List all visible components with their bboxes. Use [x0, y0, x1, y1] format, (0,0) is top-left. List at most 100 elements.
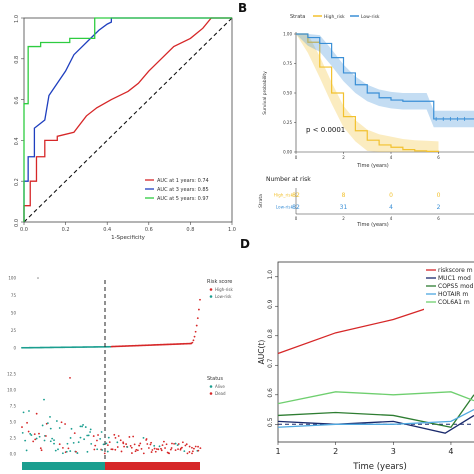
y-tick-label: 2.5: [10, 436, 17, 441]
roc-line-2: [23, 17, 232, 222]
y-tick-label: 0.75: [283, 61, 292, 66]
status-point: [51, 437, 54, 440]
status-point: [122, 442, 125, 445]
status-point: [188, 445, 191, 448]
status-point: [188, 451, 191, 453]
status-point: [181, 441, 184, 444]
confidence-band-2: [296, 34, 474, 128]
risk-table-cell: 82: [292, 192, 300, 199]
status-point: [129, 445, 132, 447]
y-tick-label: 5.0: [10, 420, 17, 425]
status-point: [22, 411, 25, 414]
panel-b-km: B Strata High_risk Low-risk Survival probabi…: [238, 1, 474, 228]
y-tick-label: 0.9: [267, 299, 274, 309]
status-point: [101, 449, 104, 451]
status-point: [66, 442, 69, 445]
status-point: [191, 450, 194, 453]
legend-swatch: [209, 295, 213, 298]
x-tick-label: 0.4: [103, 227, 111, 233]
status-point: [173, 443, 175, 445]
status-point: [161, 444, 164, 447]
y-tick-label: 50: [11, 311, 17, 316]
x-axis-label: Time (years): [356, 163, 389, 169]
y-tick-label: 25: [11, 328, 17, 333]
status-point: [149, 443, 152, 446]
status-point: [49, 416, 51, 418]
status-point: [38, 435, 41, 438]
status-point: [79, 436, 82, 439]
status-point: [151, 449, 154, 451]
x-tick-label: 0.0: [20, 227, 28, 233]
status-point: [170, 447, 173, 449]
legend-swatch: [209, 288, 213, 291]
y-tick-label: 0.7: [267, 358, 274, 368]
status-point: [83, 438, 86, 441]
status-point: [169, 448, 172, 451]
legend-title: Strata: [290, 14, 305, 20]
status-point: [21, 426, 23, 428]
status-point: [89, 428, 92, 431]
status-point: [185, 443, 188, 446]
status-point: [150, 441, 153, 444]
status-point: [119, 439, 122, 442]
y-tick-label: 0.50: [283, 91, 292, 96]
status-point: [45, 435, 47, 437]
status-point: [57, 448, 59, 451]
status-point: [158, 445, 161, 448]
status-point: [136, 449, 139, 452]
y-tick-label: 0.5: [267, 417, 274, 427]
status-point: [58, 427, 61, 429]
status-point: [54, 449, 57, 452]
status-point: [77, 441, 80, 444]
auc-line-4: [277, 408, 474, 428]
status-point: [65, 450, 68, 453]
legend-box: [142, 174, 230, 208]
legend-label: AUC at 3 years: 0.85: [157, 187, 209, 193]
status-point: [61, 452, 64, 455]
roc-line-3: [23, 17, 232, 222]
status-point: [75, 450, 77, 453]
status-point: [171, 442, 173, 445]
status-point: [60, 421, 63, 424]
status-point: [130, 446, 133, 449]
status-point: [35, 437, 38, 440]
status-point: [197, 445, 199, 448]
status-point: [150, 451, 153, 453]
low-risk-bar: [22, 462, 105, 470]
status-point: [96, 439, 98, 442]
status-point: [184, 444, 187, 447]
status-point: [69, 437, 72, 439]
panel-label: B: [238, 1, 247, 15]
status-point: [38, 432, 40, 435]
status-point: [154, 450, 157, 453]
status-point: [29, 432, 32, 435]
status-point: [146, 443, 149, 445]
status-point: [114, 448, 117, 451]
status-point: [132, 435, 135, 438]
status-point: [64, 423, 66, 425]
status-point: [191, 452, 193, 455]
p-value-annotation: p < 0.0001: [306, 126, 345, 134]
status-point: [53, 442, 55, 445]
status-point: [153, 444, 156, 447]
risk-table-y-label: Strata: [258, 194, 264, 208]
status-point: [34, 438, 37, 441]
legend-box: [424, 264, 474, 318]
status-point: [140, 447, 143, 450]
status-point: [26, 421, 28, 424]
status-point: [111, 448, 114, 451]
status-point: [97, 434, 99, 436]
x-tick-label: 0.6: [145, 227, 153, 233]
y-tick-label: 0.0: [14, 219, 20, 227]
status-point: [81, 425, 83, 428]
risk-score-point: [198, 308, 200, 311]
status-point: [82, 424, 84, 426]
risk-table-title: Number at risk: [266, 176, 311, 183]
status-point: [21, 431, 24, 434]
status-point: [142, 452, 145, 455]
risk-score-point: [199, 298, 201, 301]
status-point: [107, 436, 110, 439]
legend-label: COL6A1 m: [438, 299, 470, 306]
status-point: [100, 431, 103, 433]
status-point: [28, 410, 30, 412]
